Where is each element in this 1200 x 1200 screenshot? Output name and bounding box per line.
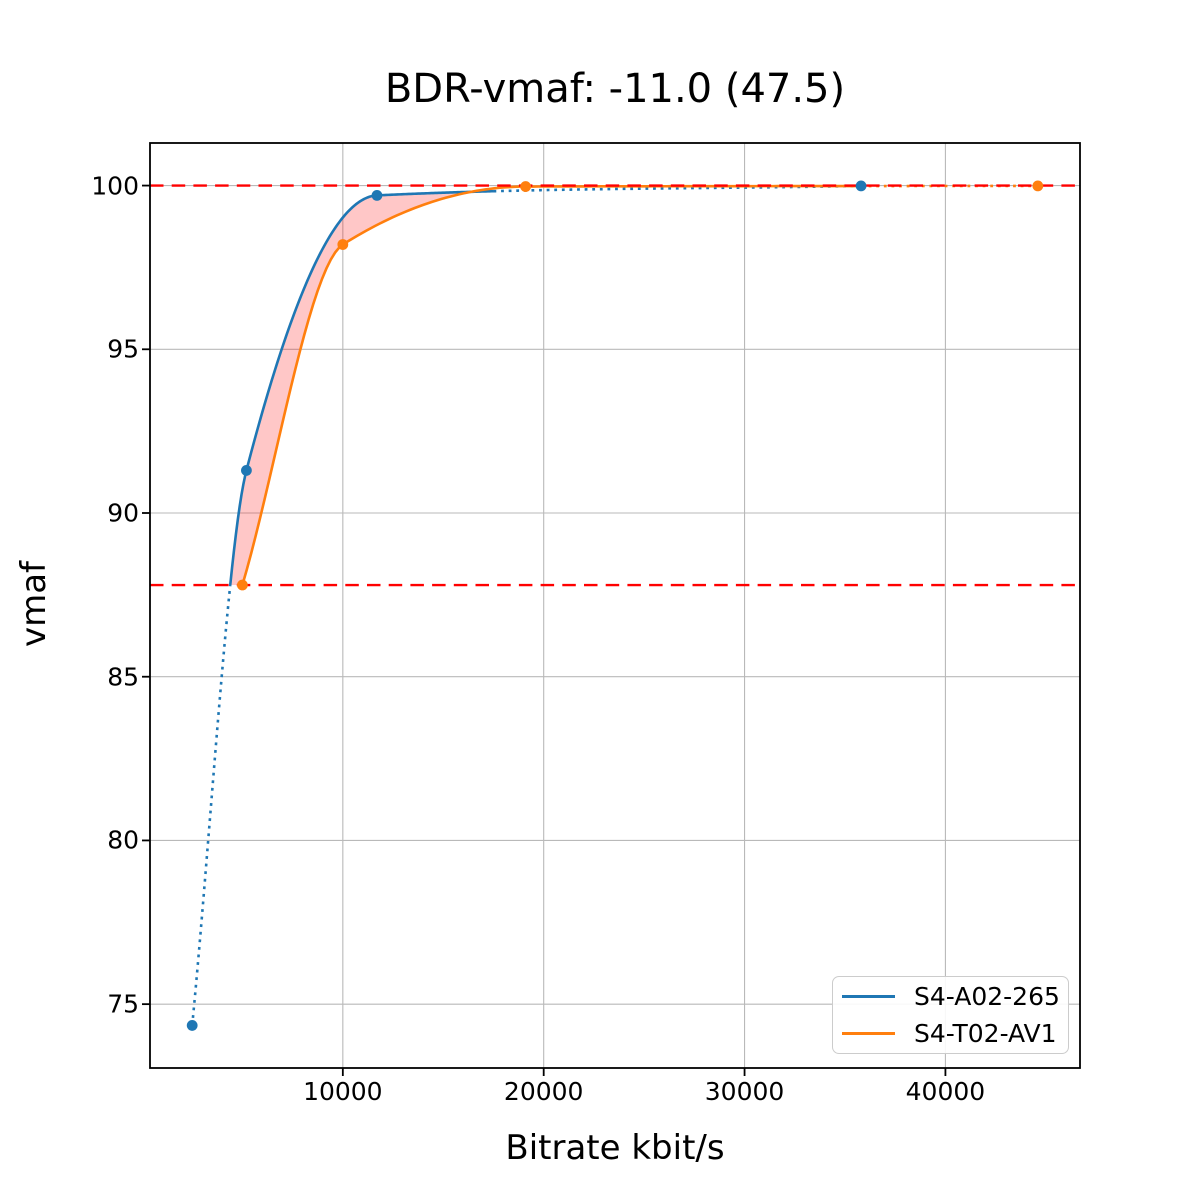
y-tick-label: 85 [107, 662, 139, 692]
y-tick-label: 95 [107, 334, 139, 364]
legend-label: S4-T02-AV1 [914, 1019, 1057, 1048]
legend-entry: S4-T02-AV1 [833, 1015, 1068, 1052]
legend-entry: S4-A02-265 [833, 978, 1068, 1015]
x-tick-label: 20000 [503, 1077, 584, 1106]
bd-fill-region [230, 191, 494, 586]
series-line-S4-A02-265 [228, 189, 494, 586]
axes-spines [149, 142, 1081, 1069]
x-tick-label: 10000 [303, 1077, 383, 1106]
data-point-marker [371, 189, 383, 201]
y-tick-label: 75 [107, 989, 139, 1019]
y-tick-label: 90 [107, 498, 139, 528]
chart-title: BDR-vmaf: -11.0 (47.5) [384, 66, 846, 112]
series-line-S4-A02-265 [190, 584, 232, 1026]
data-point-marker [337, 239, 349, 250]
data-point-marker [520, 181, 532, 192]
legend-label: S4-A02-265 [914, 982, 1060, 1011]
data-point-marker [1032, 180, 1044, 192]
data-point-marker [241, 465, 252, 476]
data-point-marker [236, 579, 248, 591]
data-point-marker [186, 1020, 198, 1031]
data-point-marker [855, 180, 867, 192]
legend-line-swatch [842, 994, 895, 999]
x-tick-label: 30000 [704, 1077, 785, 1106]
x-tick-label: 40000 [905, 1077, 986, 1106]
x-axis-label: Bitrate kbit/s [505, 1128, 725, 1168]
legend-line-swatch [842, 1031, 895, 1036]
legend: S4-A02-265 S4-T02-AV1 [832, 976, 1069, 1054]
y-tick-label: 80 [107, 825, 139, 855]
y-tick-label: 100 [91, 171, 139, 201]
